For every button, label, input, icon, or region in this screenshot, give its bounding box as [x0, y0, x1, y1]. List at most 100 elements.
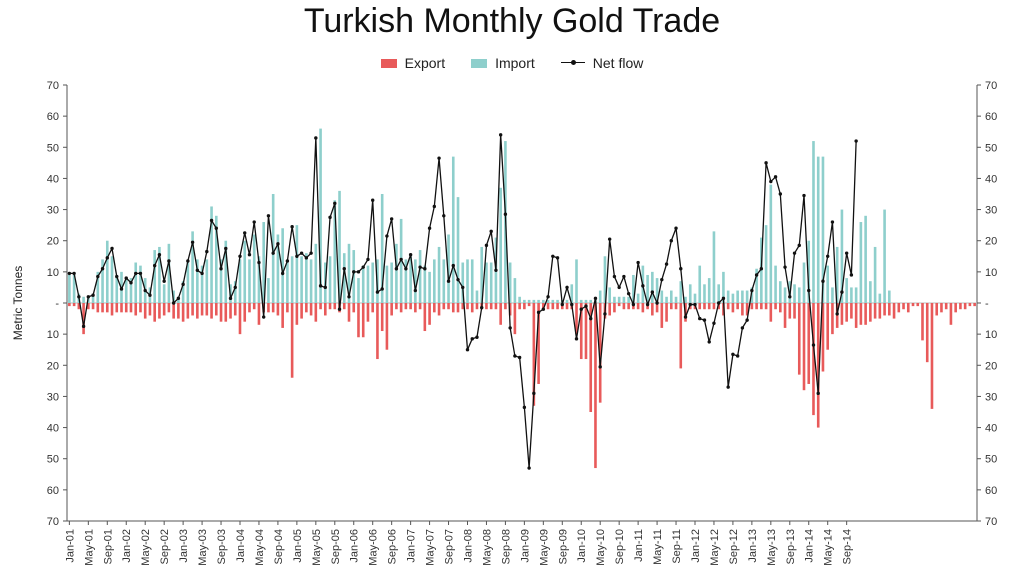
net-flow-point — [693, 302, 697, 307]
x-tick-label: Sep-05 — [330, 529, 342, 564]
import-bar — [717, 284, 720, 303]
net-flow-point — [840, 290, 844, 294]
x-tick-label: Sep-13 — [785, 529, 797, 564]
net-flow-point — [361, 265, 365, 269]
export-bar — [717, 303, 720, 310]
export-bar — [921, 303, 924, 341]
x-tick-label: Jan-13 — [747, 529, 759, 563]
net-flow-point — [811, 343, 816, 347]
x-tick-label: May-10 — [595, 529, 607, 566]
chart-title: Turkish Monthly Gold Trade — [303, 2, 721, 40]
x-tick-label: May-03 — [197, 529, 209, 566]
net-flow-point — [67, 271, 72, 276]
x-tick-label: Sep-14 — [842, 529, 854, 564]
import-bar — [603, 256, 607, 303]
export-bar — [854, 303, 858, 328]
import-bar — [286, 262, 289, 303]
net-flow-point — [148, 293, 152, 297]
net-flow-point — [219, 267, 223, 271]
net-flow-point — [171, 301, 176, 305]
import-bar — [257, 256, 261, 303]
import-bar — [859, 222, 863, 303]
net-flow-point — [209, 218, 214, 223]
export-bar — [347, 303, 351, 322]
net-flow-point — [698, 316, 702, 321]
y-tick-label-left: 70 — [47, 516, 59, 528]
import-bar — [447, 234, 450, 303]
y-tick-label-left: 30 — [47, 205, 59, 217]
import-bar — [347, 243, 351, 303]
net-flow-point — [532, 391, 536, 396]
export-bar — [892, 303, 896, 319]
y-tick-label-right: 50 — [985, 142, 997, 154]
net-flow-point — [527, 466, 531, 470]
export-bar — [404, 303, 408, 310]
import-bar — [314, 243, 318, 303]
export-bar — [726, 303, 730, 310]
import-bar — [366, 265, 370, 303]
net-flow-point — [598, 365, 602, 369]
net-flow-point — [826, 254, 830, 258]
y-tick-label-left: 20 — [47, 360, 59, 372]
y-tick-label-left: 60 — [47, 111, 59, 123]
export-bar — [869, 303, 872, 322]
import-bar — [864, 215, 867, 303]
export-bar — [845, 303, 848, 322]
net-flow-point — [589, 316, 593, 321]
export-bar — [82, 303, 85, 335]
import-bar — [712, 231, 716, 303]
net-flow-point — [726, 385, 730, 389]
net-flow-point — [352, 270, 356, 274]
import-bar — [632, 274, 635, 303]
import-bar — [655, 278, 659, 303]
import-bar — [736, 290, 739, 303]
net-flow-point — [565, 285, 569, 290]
import-bar — [437, 246, 441, 303]
net-flow-point — [129, 281, 133, 285]
net-flow-point — [404, 267, 408, 271]
export-bar — [821, 303, 825, 372]
net-flow-point — [110, 246, 114, 251]
import-bar — [281, 228, 284, 303]
import-bar — [456, 197, 460, 303]
import-bar — [779, 281, 782, 303]
export-bar — [290, 303, 294, 378]
export-bar — [167, 303, 171, 313]
x-tick-label: Jan-07 — [406, 529, 418, 563]
export-bar — [736, 303, 739, 310]
import-bar — [537, 299, 540, 303]
export-bar — [286, 303, 289, 313]
net-flow-point — [517, 355, 522, 360]
net-flow-point — [119, 287, 124, 291]
export-bar — [451, 303, 455, 313]
import-bar — [233, 281, 237, 303]
import-bar — [68, 274, 71, 303]
net-flow-point — [77, 295, 81, 299]
export-bar — [674, 303, 678, 310]
x-tick-label: Jan-01 — [64, 529, 76, 563]
import-bar — [546, 299, 550, 303]
net-flow-point — [503, 212, 508, 216]
export-bar — [395, 303, 398, 310]
x-tick-label: Sep-10 — [614, 529, 626, 564]
y-tick-label-left: 40 — [47, 173, 59, 185]
import-bar — [72, 274, 76, 303]
export-bar — [414, 303, 417, 313]
import-bar — [423, 265, 427, 303]
export-bar — [769, 303, 773, 322]
net-flow-point — [105, 256, 109, 260]
legend-label-net-flow: Net flow — [592, 55, 644, 71]
export-bar — [698, 303, 702, 310]
net-flow-point — [271, 251, 275, 255]
export-bar — [551, 303, 555, 310]
y-tick-label-right: 50 — [985, 454, 997, 466]
export-bar — [470, 303, 474, 313]
import-bar — [807, 240, 811, 303]
import-bar — [651, 271, 654, 303]
net-flow-point — [498, 133, 503, 137]
export-bar — [613, 303, 616, 313]
import-bar — [584, 299, 588, 303]
import-bar — [613, 296, 616, 303]
import-bar — [579, 299, 583, 303]
import-bar — [82, 296, 85, 303]
